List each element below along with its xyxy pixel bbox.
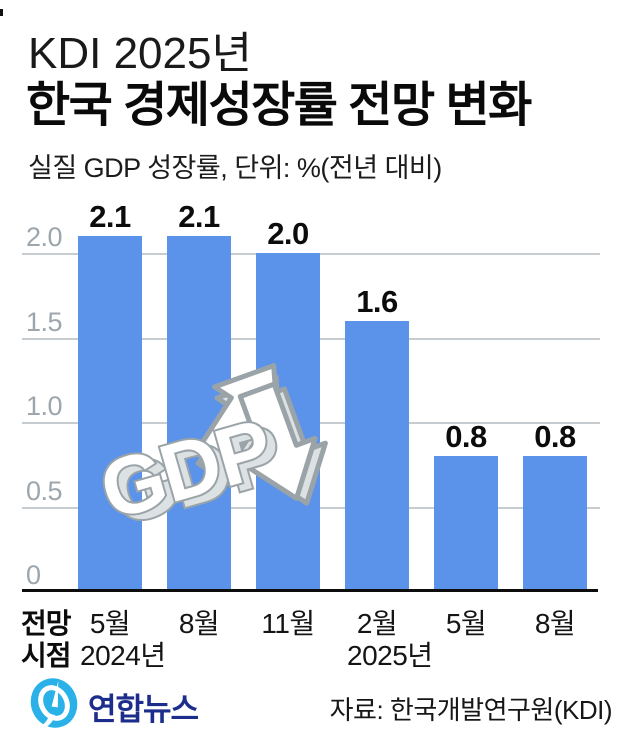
month-label-0: 5월: [89, 608, 131, 639]
bar-value-label: 2.1: [89, 199, 131, 234]
bar-8월-5: [523, 456, 587, 591]
forecast-axis-title-line2: 시점: [21, 640, 72, 671]
month-label-3: 2월: [356, 608, 398, 639]
month-label-2: 11월: [261, 608, 315, 639]
yonhap-logo-icon: [30, 678, 78, 728]
forecast-axis-title-line1: 전망: [21, 608, 72, 639]
bar-5월-4: [434, 456, 498, 591]
gdp-illustration: GDP GDP: [89, 363, 328, 545]
bar-2월-3: [345, 321, 409, 591]
y-tick-label: 0: [26, 560, 41, 590]
month-label-4: 5월: [445, 608, 487, 639]
bar-5월-0: [78, 236, 142, 591]
down-arrow-icon: [237, 381, 328, 506]
crop-artifact: [0, 9, 3, 16]
page-title-line2: 한국 경제성장률 전망 변화: [26, 79, 532, 132]
bar-value-label: 2.0: [267, 216, 309, 251]
year-label-2025년: 2025년: [347, 640, 433, 671]
month-label-1: 8월: [178, 608, 220, 639]
x-axis-line: [22, 589, 598, 592]
bar-value-label: 0.8: [445, 419, 487, 454]
y-tick-label: 1.5: [26, 307, 63, 337]
source-label: 자료: 한국개발연구원(KDI): [329, 695, 613, 725]
year-label-2024년: 2024년: [80, 640, 166, 671]
gdp-3d-text: GDP GDP: [89, 401, 293, 545]
month-label-5: 8월: [534, 608, 576, 639]
y-tick-label: 0.5: [26, 476, 63, 506]
bar-value-label: 0.8: [534, 419, 576, 454]
y-tick-label: 2.0: [26, 222, 63, 252]
bar-value-label: 1.6: [356, 284, 398, 319]
yonhap-logo-text: 연합뉴스: [88, 692, 199, 727]
y-tick-label: 1.0: [26, 391, 63, 421]
bar-value-label: 2.1: [178, 199, 220, 234]
chart-subtitle: 실질 GDP 성장률, 단위: %(전년 대비): [28, 153, 442, 183]
page-title-line1: KDI 2025년: [28, 29, 252, 78]
svg-text:GDP: GDP: [91, 403, 281, 538]
